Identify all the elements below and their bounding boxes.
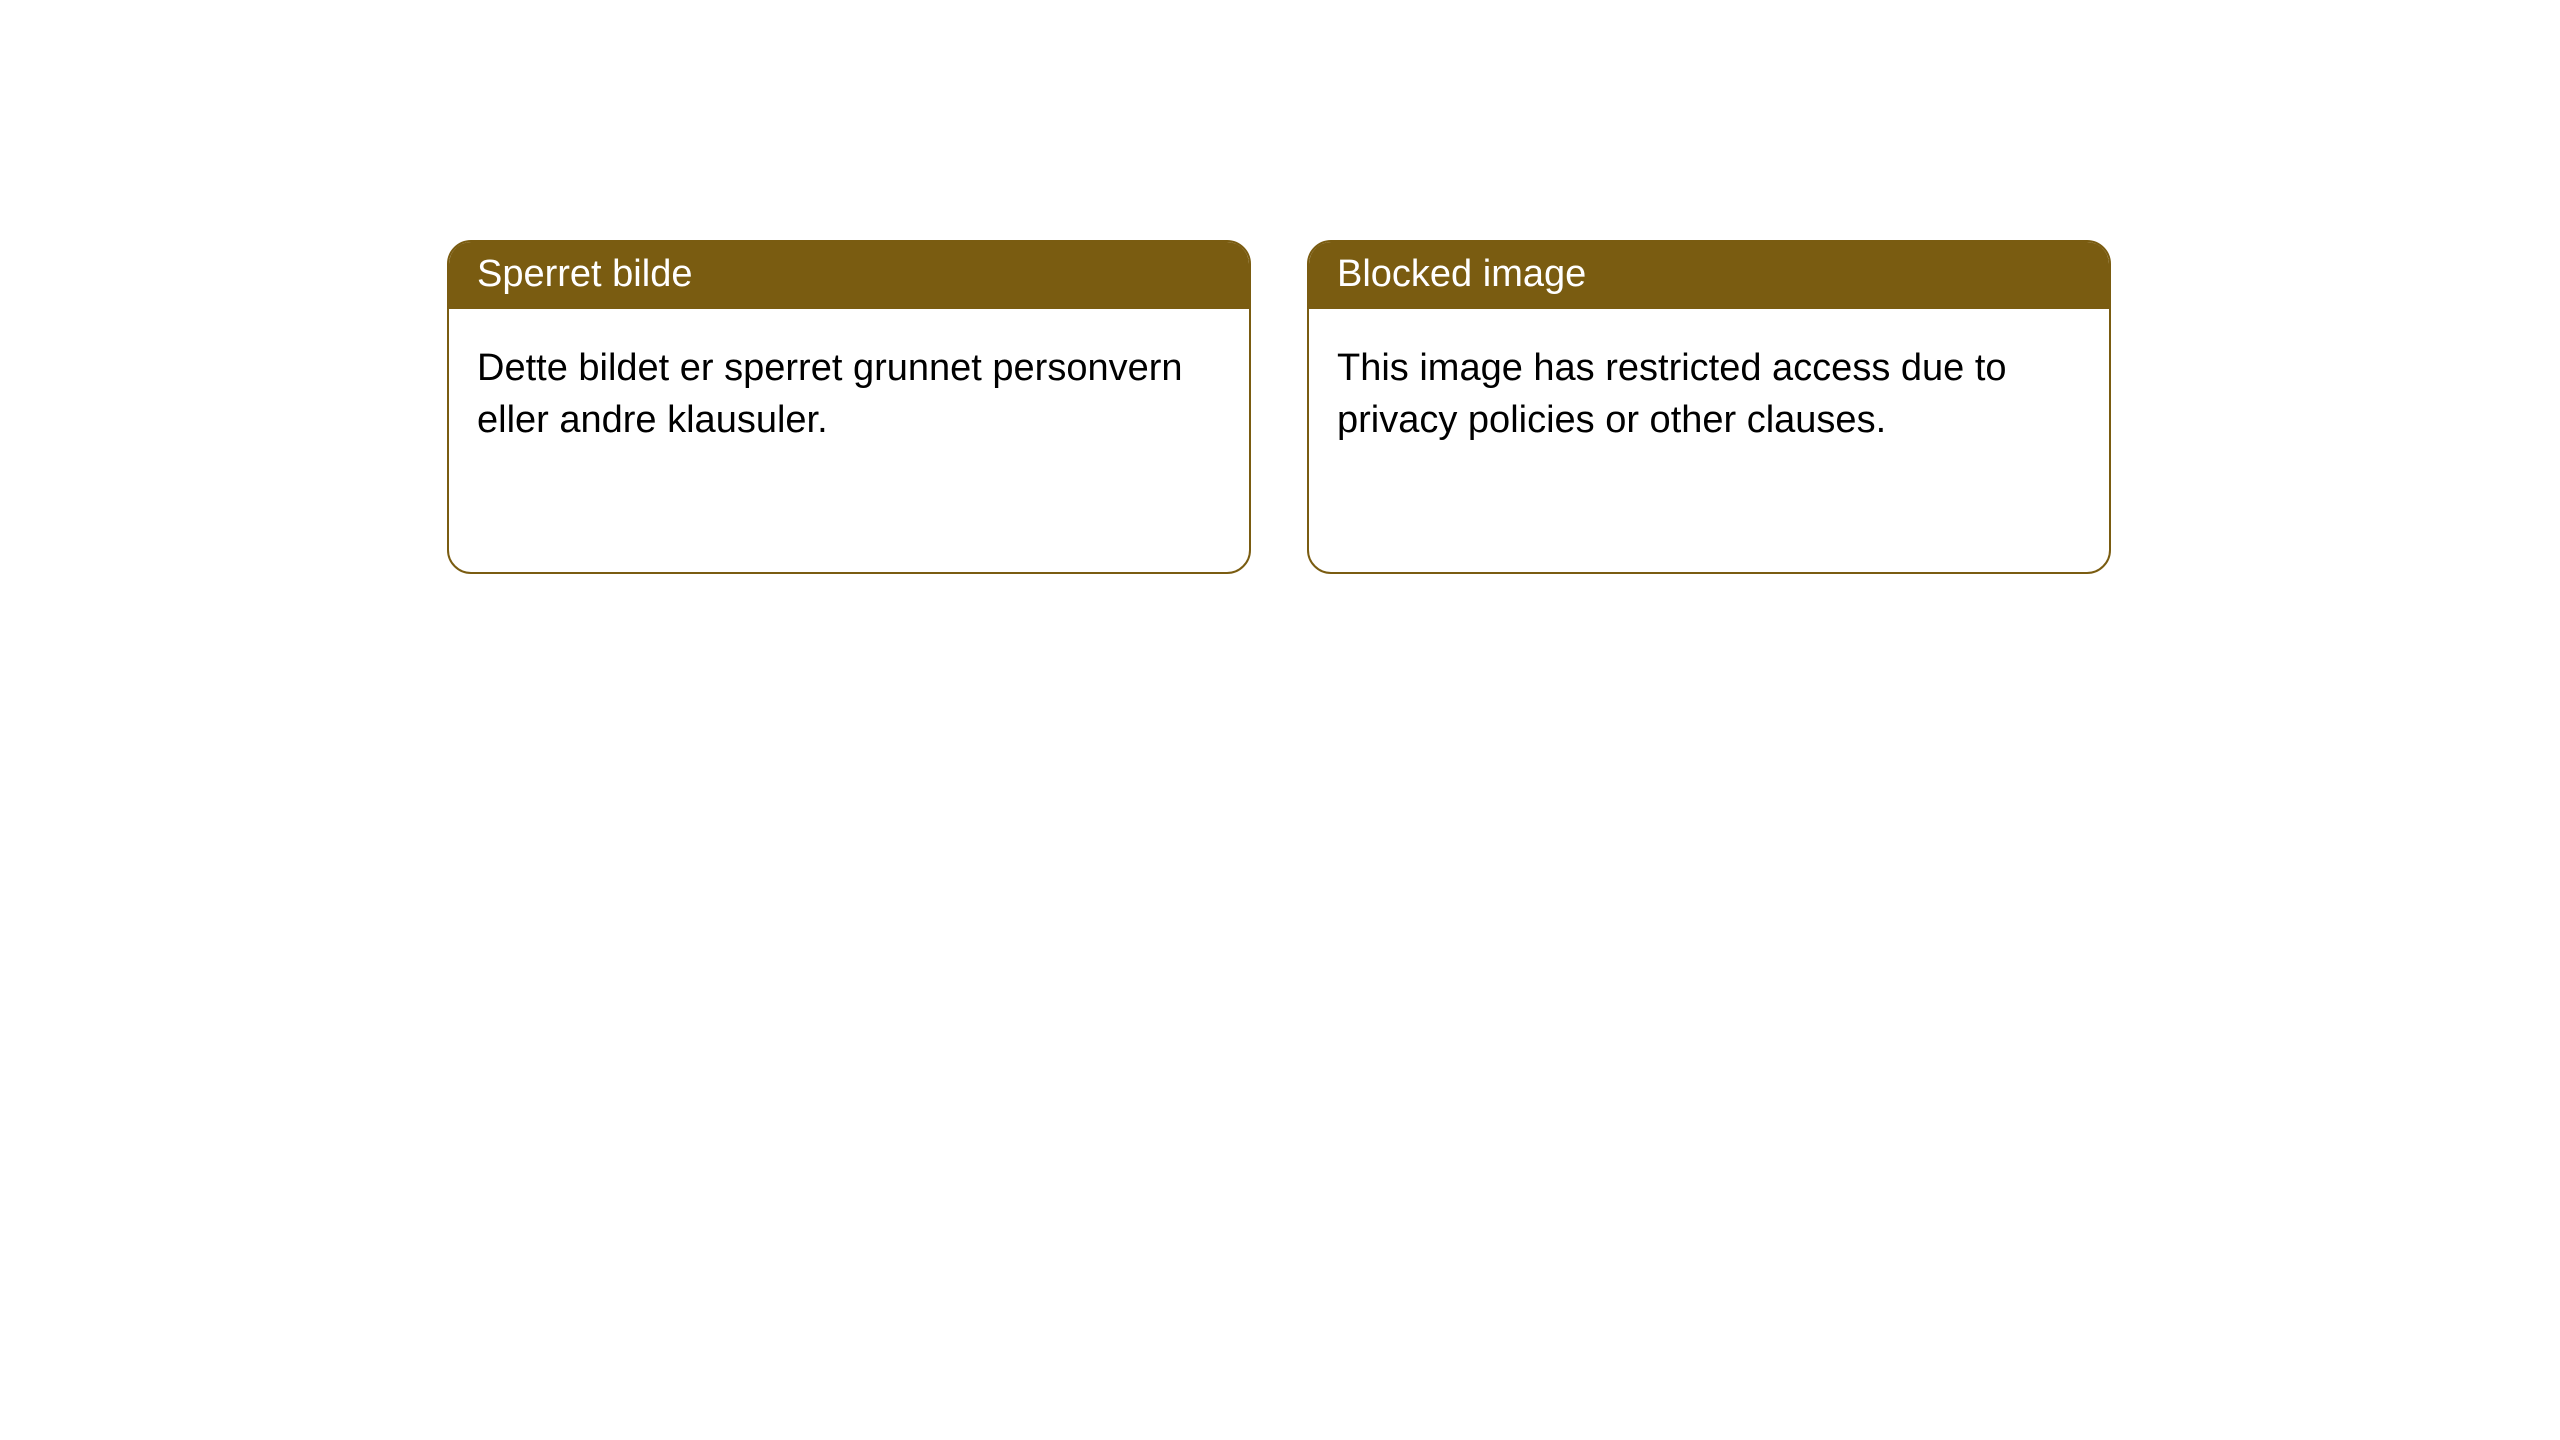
notice-body-english: This image has restricted access due to … <box>1309 309 2109 474</box>
notice-container: Sperret bilde Dette bildet er sperret gr… <box>0 0 2560 574</box>
notice-title-norwegian: Sperret bilde <box>449 242 1249 309</box>
notice-body-norwegian: Dette bildet er sperret grunnet personve… <box>449 309 1249 474</box>
notice-box-english: Blocked image This image has restricted … <box>1307 240 2111 574</box>
notice-title-english: Blocked image <box>1309 242 2109 309</box>
notice-box-norwegian: Sperret bilde Dette bildet er sperret gr… <box>447 240 1251 574</box>
